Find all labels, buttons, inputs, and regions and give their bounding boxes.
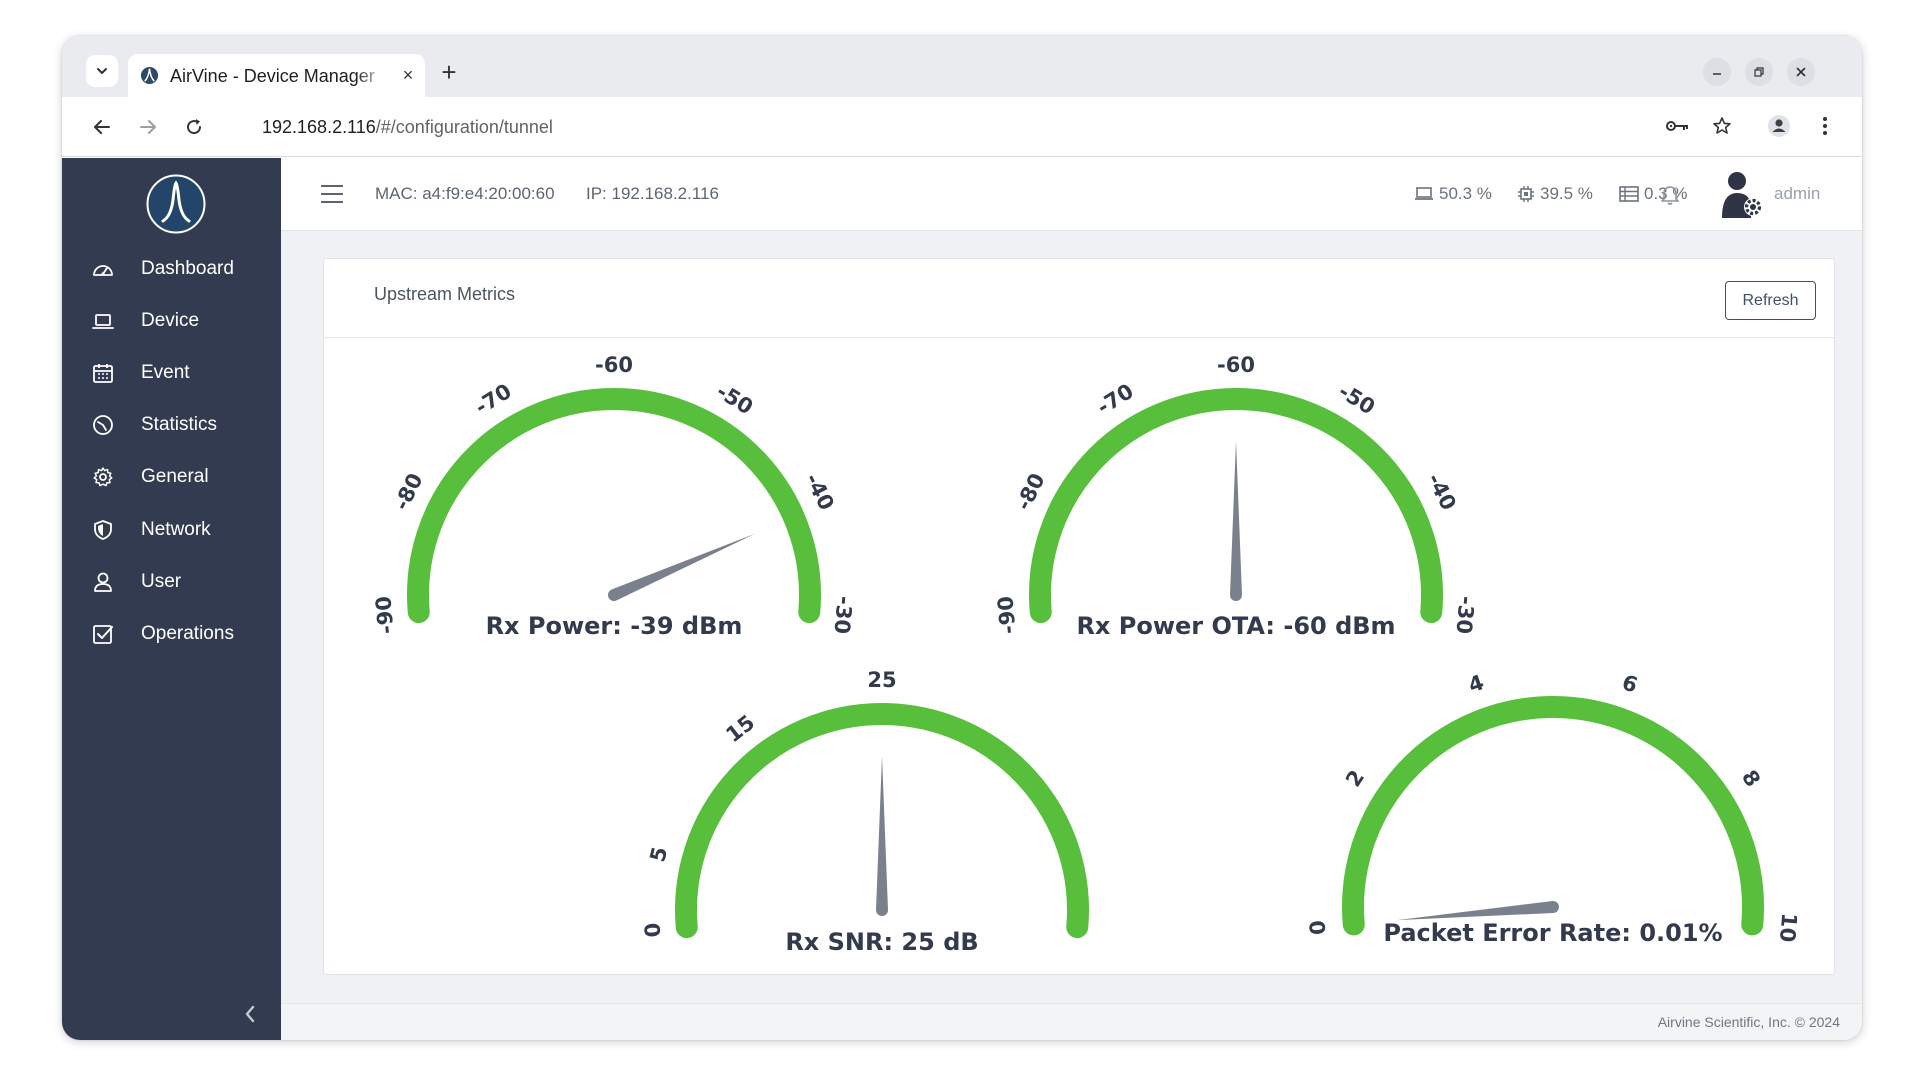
upstream-metrics-card: Upstream Metrics Refresh	[323, 258, 1835, 975]
profile-button[interactable]	[1764, 111, 1794, 141]
bookmark-button[interactable]	[1707, 111, 1737, 141]
browser-menu-button[interactable]	[1810, 111, 1840, 141]
password-key-button[interactable]	[1663, 111, 1693, 141]
refresh-button[interactable]: Refresh	[1725, 281, 1816, 320]
profile-icon	[1768, 115, 1790, 137]
restore-button[interactable]	[1745, 58, 1773, 86]
sidebar: Dashboard Device Event Statistics Genera…	[62, 158, 281, 1040]
user-name[interactable]: admin	[1774, 184, 1821, 203]
airvine-logo-icon[interactable]	[146, 174, 206, 234]
laptop-icon	[92, 314, 114, 329]
sidebar-item-label: Operations	[141, 623, 234, 644]
browser-toolbar: 192.168.2.116/#/configuration/tunnel	[62, 97, 1862, 157]
mac-address: MAC: a4:f9:e4:20:00:60	[375, 184, 555, 203]
sidebar-collapse-button[interactable]	[238, 1002, 262, 1026]
card-title: Upstream Metrics	[374, 284, 516, 304]
app-header: MAC: a4:f9:e4:20:00:60 IP: 192.168.2.116…	[281, 158, 1862, 231]
chevron-down-icon	[97, 68, 107, 74]
copyright-text: Airvine Scientific, Inc. © 2024	[1657, 1014, 1840, 1030]
sidebar-item-operations[interactable]: Operations	[62, 613, 281, 653]
cpu-icon	[1518, 186, 1534, 202]
address-bar[interactable]: 192.168.2.116/#/configuration/tunnel	[230, 105, 1746, 149]
statistics-icon	[93, 415, 113, 435]
memory-icon	[1619, 186, 1639, 202]
main-content: MAC: a4:f9:e4:20:00:60 IP: 192.168.2.116…	[281, 158, 1862, 1040]
bell-icon[interactable]	[1660, 184, 1680, 206]
star-icon	[1713, 117, 1731, 134]
new-tab-button[interactable]: +	[441, 57, 457, 87]
dashboard-icon	[93, 265, 113, 276]
sidebar-item-device[interactable]: Device	[62, 300, 281, 340]
sidebar-item-user[interactable]: User	[62, 561, 281, 601]
browser-window: AirVine - Device Manager × + 192.168.2.1…	[62, 36, 1862, 1040]
close-icon	[1796, 67, 1806, 77]
sidebar-item-label: Device	[141, 310, 200, 331]
ip-address: IP: 192.168.2.116	[586, 184, 719, 203]
tab-title: AirVine - Device Manager	[170, 66, 375, 86]
arrow-right-icon	[140, 120, 156, 134]
sidebar-item-label: User	[141, 571, 182, 592]
user-icon	[94, 572, 112, 592]
browser-tab[interactable]: AirVine - Device Manager ×	[128, 54, 425, 97]
close-tab-icon[interactable]: ×	[402, 65, 414, 85]
forward-button[interactable]	[132, 111, 164, 143]
restore-icon	[1754, 67, 1764, 77]
stat-cpu: 39.5 %	[1517, 184, 1593, 204]
url-host: 192.168.2.116	[262, 117, 376, 137]
sidebar-item-label: General	[141, 466, 209, 487]
key-icon	[1666, 121, 1688, 131]
sidebar-item-label: Statistics	[141, 414, 218, 435]
chevron-left-icon	[245, 1005, 255, 1023]
sidebar-item-dashboard[interactable]: Dashboard	[62, 248, 281, 288]
minimize-button[interactable]	[1703, 58, 1731, 86]
reload-icon	[187, 119, 202, 135]
sidebar-item-label: Dashboard	[141, 258, 234, 279]
hamburger-menu-icon[interactable]	[320, 184, 344, 204]
url-text[interactable]: 192.168.2.116/#/configuration/tunnel	[262, 117, 553, 138]
laptop-icon	[1415, 187, 1433, 200]
sidebar-item-statistics[interactable]: Statistics	[62, 404, 281, 444]
calendar-icon	[93, 364, 113, 383]
sidebar-item-event[interactable]: Event	[62, 352, 281, 392]
sidebar-item-general[interactable]: General	[62, 456, 281, 496]
tab-search-button[interactable]	[86, 55, 118, 87]
minimize-icon	[1713, 73, 1721, 75]
close-window-button[interactable]	[1787, 58, 1815, 86]
sidebar-item-label: Event	[141, 362, 190, 383]
arrow-left-icon	[94, 120, 110, 134]
admin-avatar-icon[interactable]	[1720, 170, 1766, 220]
reload-button[interactable]	[178, 111, 210, 143]
more-vertical-icon	[1823, 117, 1827, 135]
tab-strip: AirVine - Device Manager × +	[62, 36, 1862, 97]
back-button[interactable]	[86, 111, 118, 143]
card-header: Upstream Metrics Refresh	[324, 259, 1834, 338]
gear-icon	[93, 467, 113, 487]
shield-icon	[94, 520, 112, 540]
stat-laptop: 50.3 %	[1414, 184, 1492, 204]
checkbox-icon	[93, 625, 113, 644]
sidebar-item-network[interactable]: Network	[62, 509, 281, 549]
airvine-favicon-icon	[140, 66, 159, 85]
stat-value: 50.3 %	[1439, 184, 1492, 203]
stat-value: 39.5 %	[1540, 184, 1593, 203]
sidebar-item-label: Network	[141, 519, 211, 540]
footer: Airvine Scientific, Inc. © 2024	[281, 1003, 1862, 1040]
url-path: /#/configuration/tunnel	[375, 117, 553, 137]
